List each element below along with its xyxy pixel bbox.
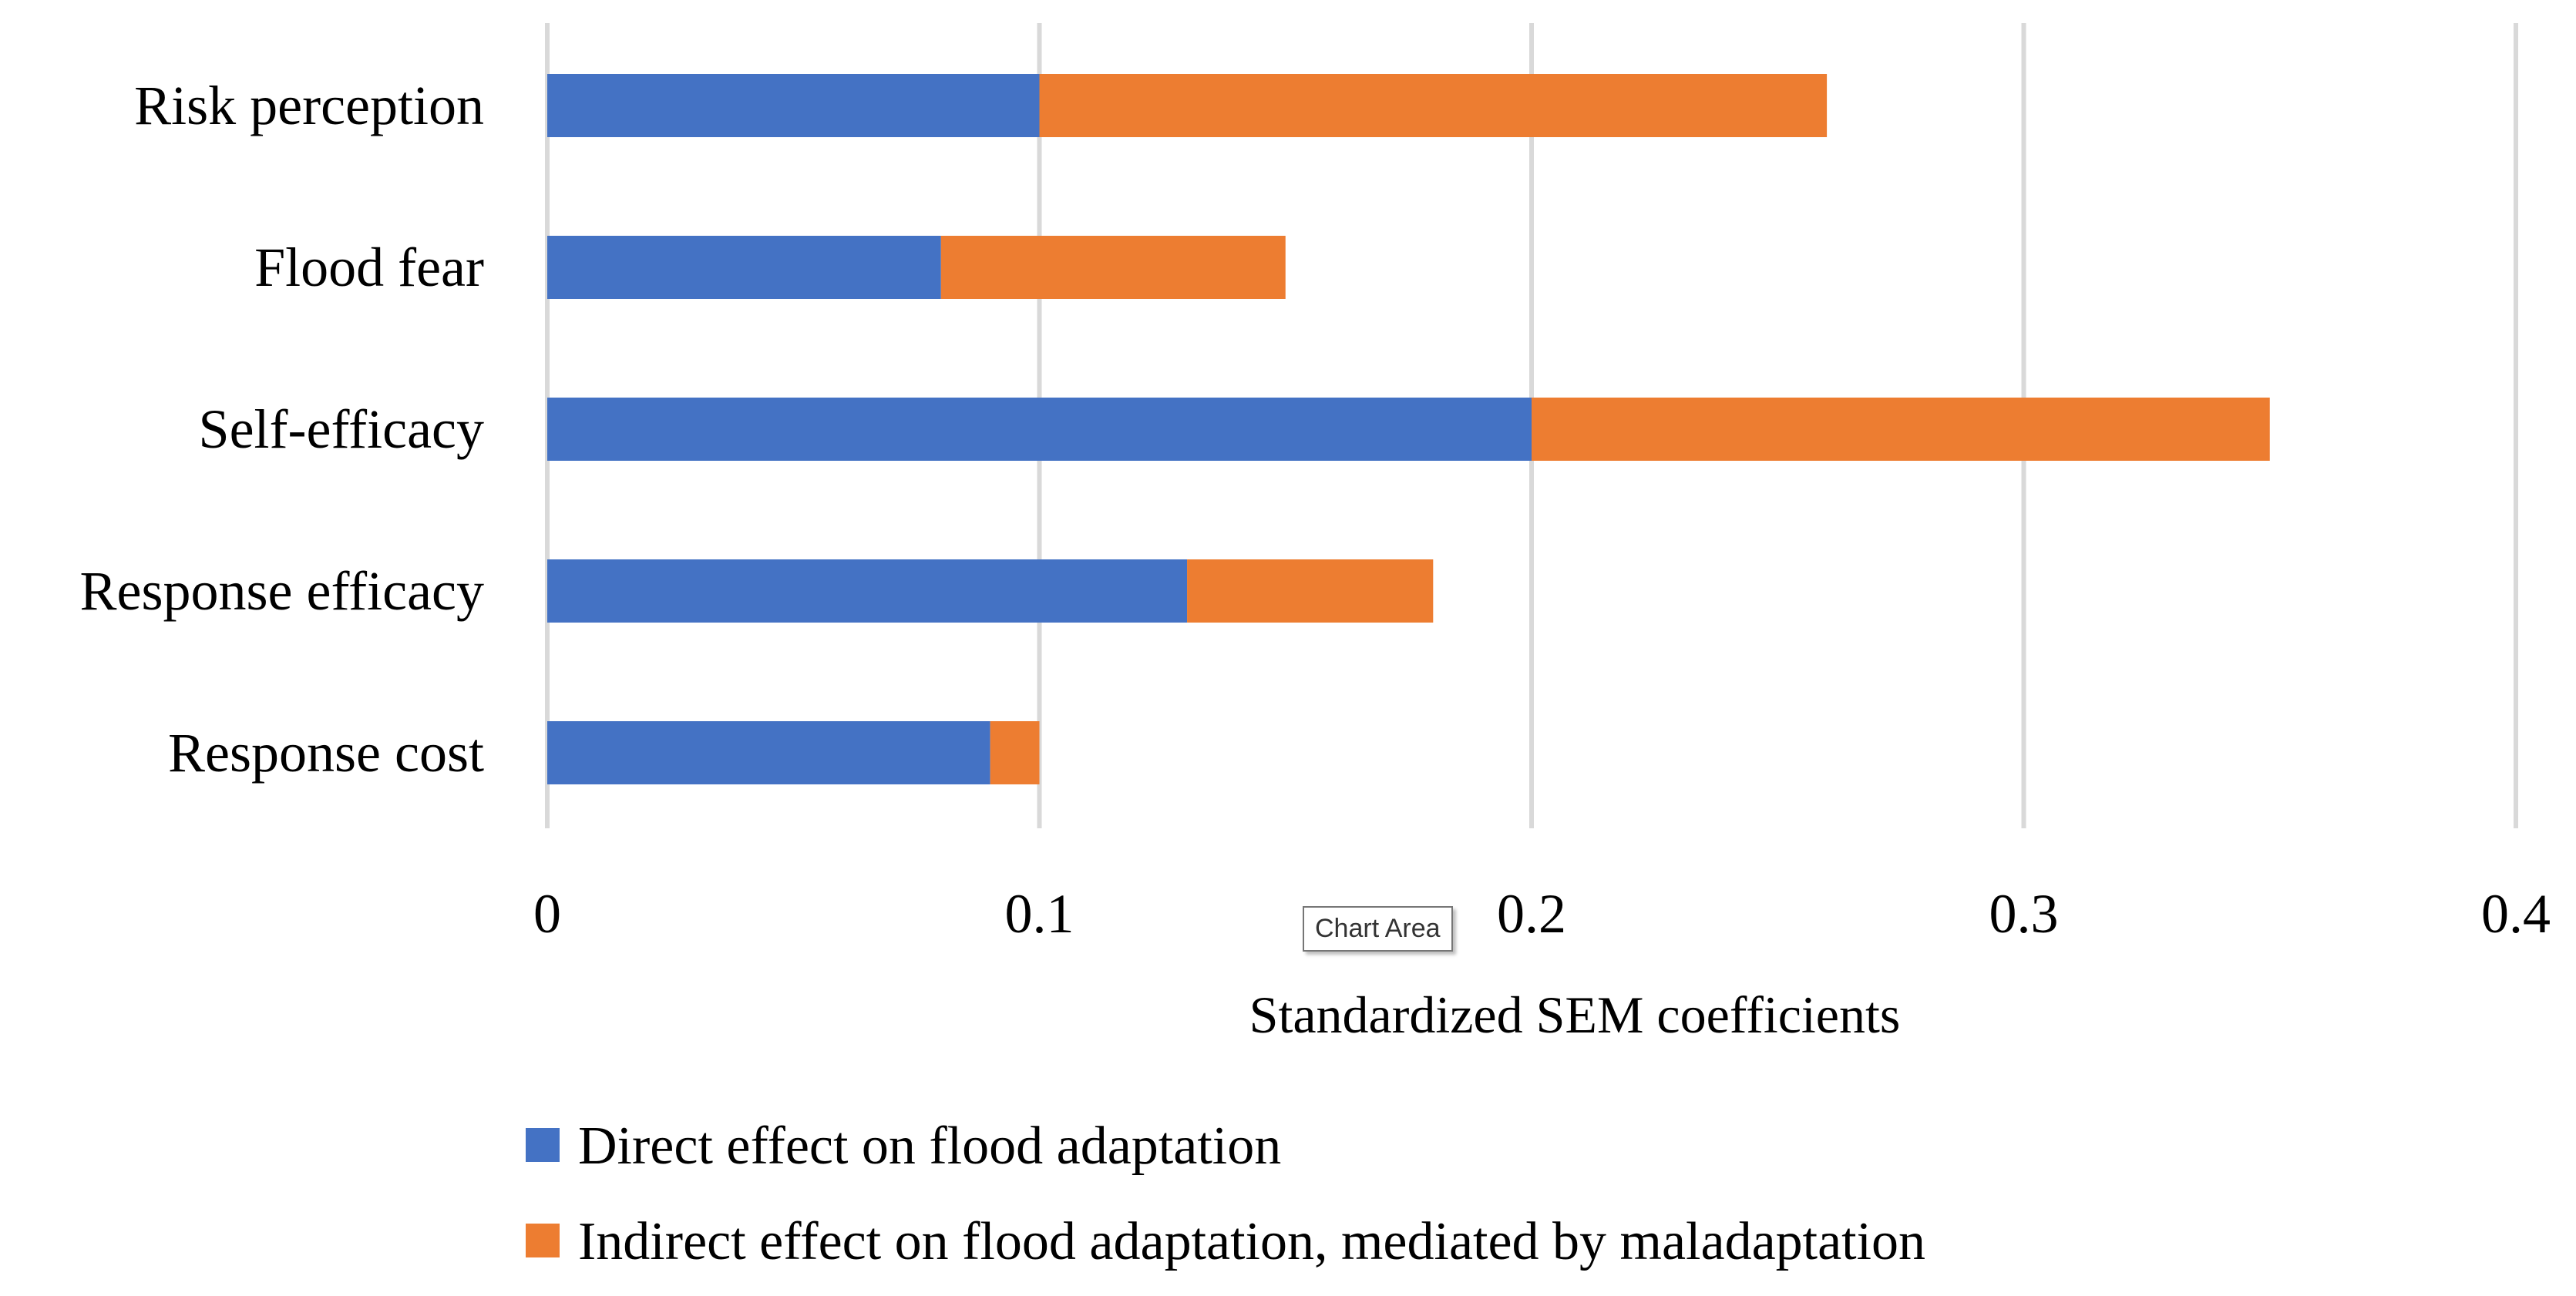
bar-indirect-2[interactable] <box>1532 398 2270 461</box>
x-tick-label: 0.1 <box>1005 883 1074 945</box>
legend-swatch-indirect <box>526 1224 560 1257</box>
x-axis-title: Standardized SEM coefficients <box>1249 985 1901 1044</box>
chart-area-tooltip: Chart Area <box>1303 906 1453 952</box>
category-label: Response efficacy <box>80 560 484 622</box>
bars <box>547 74 2270 784</box>
x-tick-label: 0.3 <box>1989 883 2059 945</box>
legend-label-indirect: Indirect effect on flood adaptation, med… <box>578 1212 1925 1271</box>
bar-indirect-4[interactable] <box>990 721 1040 784</box>
category-label: Flood fear <box>254 237 484 298</box>
x-axis-ticks: 0 0.1 0.2 0.3 0.4 <box>533 883 2551 945</box>
bar-direct-4[interactable] <box>547 721 990 784</box>
legend-swatch-direct <box>526 1128 560 1162</box>
bar-direct-3[interactable] <box>547 559 1188 623</box>
bar-direct-0[interactable] <box>547 74 1040 137</box>
category-label: Response cost <box>168 722 484 784</box>
bar-indirect-1[interactable] <box>940 236 1286 299</box>
bar-direct-2[interactable] <box>547 398 1532 461</box>
bar-indirect-0[interactable] <box>1039 74 1828 137</box>
category-label: Self-efficacy <box>199 398 484 460</box>
x-tick-label: 0 <box>533 883 561 945</box>
category-labels: Risk perception Flood fear Self-efficacy R… <box>80 75 484 784</box>
legend: Direct effect on flood adaptation Indirec… <box>526 1116 1925 1271</box>
category-label: Risk perception <box>134 75 484 136</box>
bar-direct-1[interactable] <box>547 236 941 299</box>
bar-indirect-3[interactable] <box>1187 559 1434 623</box>
x-tick-label: 0.2 <box>1497 883 1566 945</box>
legend-label-direct: Direct effect on flood adaptation <box>578 1116 1281 1176</box>
x-tick-label: 0.4 <box>2481 883 2551 945</box>
